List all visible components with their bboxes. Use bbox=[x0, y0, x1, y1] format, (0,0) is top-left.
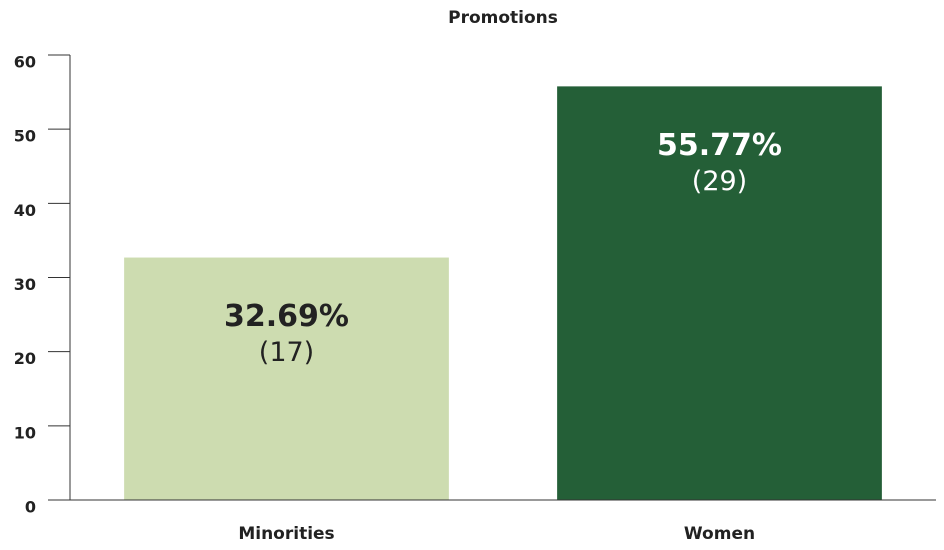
x-tick-label: Women bbox=[684, 524, 755, 544]
y-tick-label: 10 bbox=[14, 423, 36, 442]
y-tick-label: 50 bbox=[14, 127, 36, 146]
y-tick-label: 30 bbox=[14, 275, 36, 294]
count-label: (29) bbox=[692, 166, 747, 197]
bar bbox=[124, 257, 449, 500]
y-tick-label: 40 bbox=[14, 201, 36, 220]
x-tick-label: Minorities bbox=[238, 524, 334, 544]
bar bbox=[557, 86, 882, 500]
count-label: (17) bbox=[259, 337, 314, 368]
y-tick-label: 20 bbox=[14, 349, 36, 368]
data-label: 32.69% bbox=[224, 299, 349, 334]
y-tick-label: 60 bbox=[14, 53, 36, 72]
data-label: 55.77% bbox=[657, 128, 782, 163]
chart-title: Promotions bbox=[448, 8, 558, 28]
y-tick-label: 0 bbox=[25, 498, 36, 517]
